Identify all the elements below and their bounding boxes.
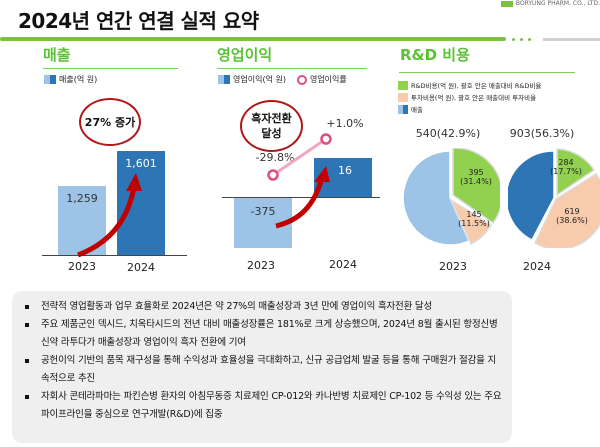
bar-label-op-2023: -375 <box>250 205 276 218</box>
legend-label: R&D비용(억 원), 괄호 안은 매출대비 R&D비율 <box>411 82 542 90</box>
header-divider-gray <box>543 38 600 41</box>
logo-mark-icon <box>500 0 513 7</box>
op-margin-label-2024: +1.0% <box>326 117 364 130</box>
pie-slice-label: 145 (11.5%) <box>458 210 490 228</box>
legend-swatch-invest <box>398 92 408 102</box>
legend-label: 영업이익(억 원) <box>233 75 286 84</box>
callout-text: 달성 <box>261 127 282 140</box>
bar-label-revenue-2023: 1,259 <box>66 192 98 205</box>
legend-swatch-revenue <box>398 104 408 114</box>
bullet-item: 공헌이익 기반의 품목 재구성을 통해 수익성과 효율성을 극대화하고, 신규 … <box>24 352 502 388</box>
year-label: 2024 <box>523 260 551 273</box>
logo-text: BORYUNG PHARM. CO., LTD. <box>515 0 600 7</box>
company-logo: BORYUNG PHARM. CO., LTD. <box>500 0 600 7</box>
op-margin-label-2023: -29.8% <box>255 151 295 164</box>
operating-profit-legend: 영업이익(억 원) 영업이익률 <box>218 74 347 85</box>
legend-label: 투자비용(억 원), 괄호 안은 매출대비 투자비율 <box>411 94 537 102</box>
year-label: 2023 <box>439 260 467 273</box>
year-label: 2024 <box>329 258 357 271</box>
summary-bullets: 전략적 영업활동과 업무 효율화로 2024년은 약 27%의 매출성장과 3년… <box>12 291 512 443</box>
operating-profit-callout: 흑자전환 달성 <box>240 100 303 152</box>
revenue-section: 매출 매출(억 원) 27% 증가 <box>0 44 200 284</box>
pie-chart-2024 <box>508 148 600 248</box>
legend-swatch-revenue <box>44 75 56 84</box>
legend-item-invest: 투자비용(억 원), 괄호 안은 매출대비 투자비율 <box>398 92 541 102</box>
pie-slice-label: 619 (38.6%) <box>556 207 588 225</box>
pie-slice-label: 395 (31.4%) <box>460 168 492 186</box>
operating-profit-rule <box>217 68 367 69</box>
year-label: 2023 <box>68 260 96 273</box>
divider-dot <box>528 38 531 41</box>
revenue-legend: 매출(억 원) <box>44 74 97 85</box>
bar-label-op-2024: 16 <box>338 164 352 177</box>
legend-item-rnd: R&D비용(억 원), 괄호 안은 매출대비 R&D비율 <box>398 80 541 90</box>
year-label: 2023 <box>247 259 275 272</box>
bullet-item: 자회사 콘테라파마는 파킨슨병 환자의 아침무동증 치료제인 CP-012와 카… <box>24 388 502 424</box>
bullet-item: 주요 제품군인 덱시드, 치옥타시드의 전년 대비 매출성장률은 181%로 크… <box>24 316 502 352</box>
year-label: 2024 <box>127 261 155 274</box>
divider-dot <box>512 38 515 41</box>
legend-item-revenue: 매출 <box>398 104 541 114</box>
revenue-rule <box>43 68 178 69</box>
op-margin-line <box>267 133 332 181</box>
divider-dot <box>520 38 523 41</box>
revenue-title: 매출 <box>43 46 71 64</box>
legend-marker-icon <box>296 74 307 85</box>
bar-revenue-2024 <box>117 151 165 255</box>
legend-label: 매출 <box>411 106 423 114</box>
pie-total-2023: 540(42.9%) <box>415 127 481 140</box>
legend-label: 매출(억 원) <box>59 75 98 84</box>
callout-text: 흑자전환 <box>251 112 292 125</box>
rnd-legend: R&D비용(억 원), 괄호 안은 매출대비 R&D비율 투자비용(억 원), … <box>398 80 541 114</box>
callout-text: 27% 증가 <box>84 116 136 129</box>
pie-chart-2023 <box>402 148 500 246</box>
turnaround-arrow-icon <box>275 166 330 229</box>
legend-swatch-rnd <box>398 80 408 90</box>
revenue-axis <box>42 255 187 256</box>
pie-total-2024: 903(56.3%) <box>509 127 575 140</box>
rnd-title: R&D 비용 <box>400 46 470 64</box>
header-divider <box>0 37 506 41</box>
revenue-callout: 27% 증가 <box>79 98 141 146</box>
operating-profit-title: 영업이익 <box>217 46 273 64</box>
rnd-rule <box>399 72 575 73</box>
legend-label: 영업이익률 <box>309 75 347 84</box>
bar-label-revenue-2024: 1,601 <box>125 157 157 170</box>
bullet-item: 전략적 영업활동과 업무 효율화로 2024년은 약 27%의 매출성장과 3년… <box>24 298 502 316</box>
page-title: 2024년 연간 연결 실적 요약 <box>18 9 259 33</box>
legend-swatch-op-bar <box>218 75 230 84</box>
pie-slice-label: 284 (17.7%) <box>550 158 582 176</box>
growth-arrow-icon <box>77 173 142 258</box>
op-profit-axis <box>222 197 380 198</box>
